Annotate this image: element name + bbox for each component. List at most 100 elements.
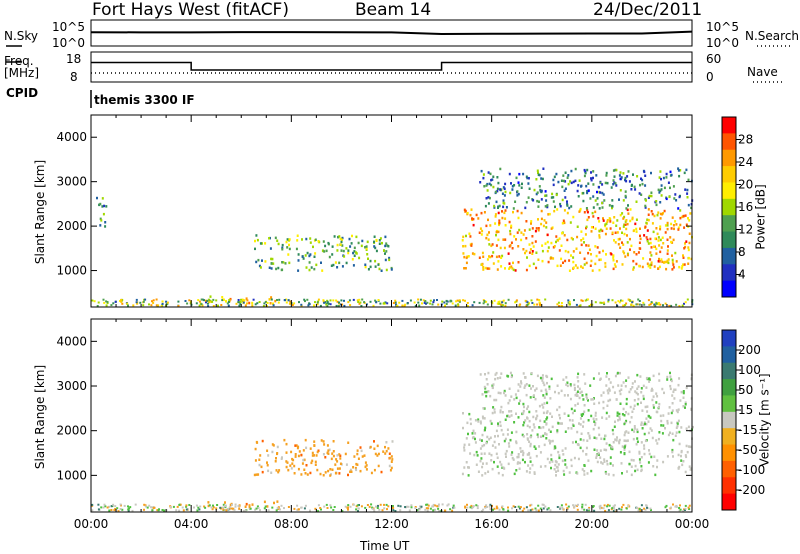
heatmap-cell-1-2 xyxy=(636,437,639,440)
power-colorbar-tick-label-0: 28 xyxy=(738,133,753,147)
ground-scatter-1 xyxy=(606,505,609,508)
ground-scatter-0 xyxy=(445,303,448,305)
ground-scatter-1 xyxy=(314,507,317,510)
heatmap-cell-0-3 xyxy=(547,213,550,216)
power-colorbar-segment-7 xyxy=(722,231,736,249)
freq-unit-label: [MHz] xyxy=(4,66,40,80)
heatmap-cell-1-3 xyxy=(587,399,589,402)
heatmap-cell-0-2 xyxy=(282,261,285,264)
heatmap-cell-1-3 xyxy=(538,404,541,408)
heatmap-cell-0-4 xyxy=(586,190,589,193)
heatmap-cell-0-3 xyxy=(508,267,511,270)
ground-scatter-1 xyxy=(593,509,596,512)
heatmap-cell-1-3 xyxy=(562,378,565,381)
heatmap-cell-1-3 xyxy=(677,408,680,411)
heatmap-cell-1-3 xyxy=(620,388,623,391)
ground-scatter-1 xyxy=(436,505,439,508)
heatmap-cell-1-3 xyxy=(607,399,610,403)
heatmap-cell-1-2 xyxy=(517,416,520,419)
heatmap-cell-1-2 xyxy=(636,468,639,472)
ground-scatter-1 xyxy=(254,508,257,511)
ground-scatter-0 xyxy=(205,301,207,304)
heatmap-cell-0-2 xyxy=(375,239,378,242)
heatmap-cell-0-3 xyxy=(583,257,586,260)
heatmap-cell-0-3 xyxy=(490,244,493,248)
heatmap-cell-1-0 xyxy=(273,501,275,505)
heatmap-cell-0-4 xyxy=(486,182,489,186)
heatmap-cell-1-2 xyxy=(607,473,610,476)
heatmap-cell-1-3 xyxy=(563,394,566,397)
heatmap-cell-1-3 xyxy=(495,398,498,402)
ground-scatter-0 xyxy=(240,298,242,301)
heatmap-cell-0-3 xyxy=(503,211,506,215)
heatmap-cell-1-3 xyxy=(607,391,610,395)
heatmap-cell-1-2 xyxy=(484,428,486,432)
heatmap-cell-1-2 xyxy=(564,430,567,433)
ground-scatter-0 xyxy=(142,304,145,307)
ground-scatter-1 xyxy=(117,510,120,513)
heatmap-cell-0-3 xyxy=(570,236,573,240)
ground-scatter-1 xyxy=(267,509,270,512)
heatmap-cell-1-2 xyxy=(528,440,531,443)
heatmap-cell-0-4 xyxy=(564,180,567,183)
ground-scatter-1 xyxy=(588,506,591,509)
heatmap-cell-0-2 xyxy=(352,264,355,267)
ground-scatter-1 xyxy=(531,508,534,511)
heatmap-cell-1-2 xyxy=(508,415,511,418)
ground-scatter-0 xyxy=(112,302,115,305)
heatmap-cell-1-2 xyxy=(579,423,582,426)
heatmap-cell-1-2 xyxy=(676,422,679,425)
ground-scatter-0 xyxy=(288,302,291,305)
ground-scatter-0 xyxy=(369,300,372,303)
heatmap-cell-0-0 xyxy=(101,205,104,208)
heatmap-cell-1-1 xyxy=(255,440,258,444)
heatmap-cell-1-3 xyxy=(636,387,639,390)
heatmap-cell-0-4 xyxy=(496,176,499,179)
heatmap-cell-1-3 xyxy=(598,372,600,375)
heatmap-cell-1-1 xyxy=(311,454,314,457)
heatmap-cell-0-3 xyxy=(590,259,593,263)
heatmap-cell-1-3 xyxy=(539,376,542,380)
ground-scatter-1 xyxy=(444,509,447,512)
heatmap-cell-1-2 xyxy=(463,466,466,469)
heatmap-cell-1-3 xyxy=(644,405,647,409)
ground-scatter-1 xyxy=(114,508,117,510)
ground-scatter-1 xyxy=(386,508,388,511)
heatmap-cell-1-2 xyxy=(516,455,519,459)
ground-scatter-1 xyxy=(210,506,213,509)
ground-scatter-0 xyxy=(429,299,432,302)
heatmap-cell-1-3 xyxy=(525,393,528,397)
heatmap-cell-1-2 xyxy=(504,437,507,441)
heatmap-cell-0-4 xyxy=(686,188,689,192)
heatmap-cell-0-2 xyxy=(388,256,391,260)
heatmap-cell-0-4 xyxy=(627,170,630,173)
heatmap-cell-1-2 xyxy=(605,442,608,445)
ground-scatter-1 xyxy=(341,510,344,513)
ground-scatter-0 xyxy=(235,302,238,305)
heatmap-cell-1-3 xyxy=(625,402,628,406)
heatmap-cell-0-3 xyxy=(656,232,659,236)
heatmap-cell-1-3 xyxy=(519,385,522,388)
heatmap-cell-1-3 xyxy=(652,395,655,398)
heatmap-cell-0-3 xyxy=(495,230,498,234)
heatmap-cell-1-3 xyxy=(535,410,538,413)
ground-scatter-0 xyxy=(611,299,614,302)
ground-scatter-0 xyxy=(622,304,625,307)
heatmap-cell-1-2 xyxy=(648,415,651,418)
ground-scatter-0 xyxy=(251,304,254,307)
heatmap-cell-1-0 xyxy=(266,505,269,508)
heatmap-cell-1-1 xyxy=(298,450,301,453)
heatmap-cell-1-2 xyxy=(625,439,628,443)
heatmap-cell-1-2 xyxy=(687,425,690,429)
nsky-line xyxy=(90,30,693,35)
ground-scatter-1 xyxy=(621,506,623,509)
heatmap-cell-0-3 xyxy=(467,255,470,258)
ground-scatter-0 xyxy=(358,302,361,305)
heatmap-cell-0-3 xyxy=(632,229,635,233)
heatmap-cell-1-2 xyxy=(570,464,573,468)
heatmap-cell-0-2 xyxy=(373,245,376,248)
heatmap-cell-1-2 xyxy=(490,453,493,457)
ground-scatter-0 xyxy=(557,301,560,304)
heatmap-cell-0-3 xyxy=(605,253,607,256)
heatmap-cell-0-2 xyxy=(353,250,356,253)
